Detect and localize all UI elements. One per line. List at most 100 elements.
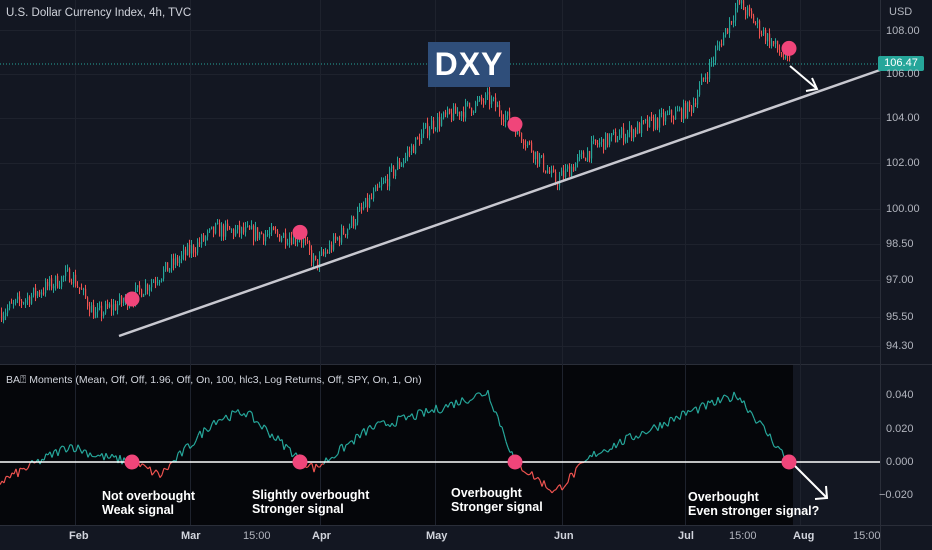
oscillator-segment — [547, 488, 551, 491]
candle-body — [351, 216, 353, 227]
candle-body — [247, 226, 249, 228]
oscillator-segment — [599, 451, 603, 454]
candle-body — [749, 7, 751, 11]
oscillator-segment — [465, 402, 469, 404]
x-tick: Aug — [793, 530, 815, 542]
oscillator-segment — [447, 402, 451, 408]
oscillator-segment — [559, 484, 563, 491]
oscillator-segment — [773, 445, 777, 449]
candle-body — [473, 111, 475, 114]
candle-body — [445, 112, 447, 115]
oscillator-segment — [499, 425, 503, 428]
oscillator-segment — [595, 453, 599, 458]
candle-body — [729, 21, 731, 34]
candle-body — [507, 111, 509, 116]
oscillator-segment — [343, 444, 347, 452]
oscillator-segment — [673, 415, 677, 422]
candle-body — [439, 116, 441, 126]
candle-body — [483, 101, 485, 103]
candle-body — [595, 139, 597, 144]
annotation-4: Overbought Even stronger signal? — [688, 490, 819, 518]
candle-body — [721, 43, 723, 46]
candle-body — [521, 133, 523, 141]
candle-body — [17, 296, 19, 300]
oscillator-segment — [249, 410, 253, 414]
oscillator-segment — [699, 402, 703, 407]
candle-body — [193, 245, 195, 253]
candle-body — [657, 117, 659, 128]
oscillator-segment — [225, 414, 229, 420]
oscillator-segment — [195, 435, 199, 441]
candle-body — [319, 254, 321, 268]
candle-body — [43, 292, 45, 294]
candle-body — [425, 123, 427, 128]
oscillator-segment — [15, 468, 19, 478]
oscillator-segment — [397, 415, 401, 418]
candle-body — [547, 170, 549, 173]
candle-body — [653, 117, 655, 129]
oscillator-segment — [359, 431, 363, 439]
candle-body — [639, 123, 641, 134]
candle-body — [151, 282, 153, 288]
candle-body — [255, 227, 257, 240]
oscillator-segment — [23, 467, 27, 471]
annotation-1: Not overbought Weak signal — [102, 489, 195, 517]
candle-body — [161, 278, 163, 282]
candle-body — [597, 143, 599, 145]
oscillator-segment — [489, 400, 493, 407]
oscillator-segment — [453, 399, 457, 409]
candle-body — [49, 278, 51, 287]
oscillator-segment — [221, 417, 225, 421]
annotation-1-line2: Weak signal — [102, 503, 175, 517]
oscillator-segment — [613, 442, 617, 449]
oscillator-segment — [761, 423, 765, 427]
candle-body — [21, 300, 23, 304]
oscillator-segment — [305, 466, 309, 469]
candle-body — [55, 276, 57, 286]
candle-body — [617, 139, 619, 142]
oscillator-segment — [577, 463, 581, 466]
candle-body — [431, 120, 433, 130]
candle-body — [185, 249, 187, 256]
candle-body — [501, 113, 503, 120]
oscillator-segment — [443, 403, 447, 409]
candle-body — [417, 137, 419, 139]
indicator-label[interactable]: BA⍰ Moments (Mean, Off, Off, 1.96, Off, … — [6, 374, 422, 386]
candle-body — [699, 84, 701, 95]
oscillator-segment — [631, 438, 635, 441]
candle-body — [79, 287, 81, 289]
candle-body — [91, 305, 93, 313]
oscillator-segment — [659, 422, 663, 429]
candle-body — [137, 285, 139, 288]
candle-body — [585, 158, 587, 161]
oscillator-segment — [287, 446, 291, 449]
oscillator-segment — [325, 457, 329, 462]
candle-body — [363, 207, 365, 209]
candle-body — [717, 45, 719, 50]
candle-body — [525, 144, 527, 146]
candle-body — [33, 287, 35, 296]
candle-body — [139, 285, 141, 290]
candle-body — [623, 128, 625, 142]
candle-body — [241, 227, 243, 234]
oscillator-segment — [327, 458, 331, 462]
candle-body — [209, 228, 211, 232]
x-tick: May — [426, 530, 448, 542]
trendline[interactable] — [118, 68, 881, 338]
candle-body — [489, 91, 491, 105]
x-tick: 15:00 — [853, 530, 881, 542]
candle-body — [85, 288, 87, 298]
oscillator-segment — [749, 410, 753, 414]
oscillator-segment — [391, 422, 395, 427]
candle-body — [737, 0, 739, 9]
annotation-1-line1: Not overbought — [102, 489, 196, 503]
candle-body — [257, 227, 259, 239]
oscillator-signal-marker — [507, 454, 523, 470]
annotation-2-line1: Slightly overbought — [252, 488, 370, 502]
oscillator-segment — [697, 406, 701, 414]
candle-body — [155, 281, 157, 283]
oscillator-segment — [629, 433, 633, 440]
candle-body — [541, 155, 543, 157]
current-price-tag: 106.47 — [878, 56, 924, 71]
candle-body — [95, 312, 97, 319]
